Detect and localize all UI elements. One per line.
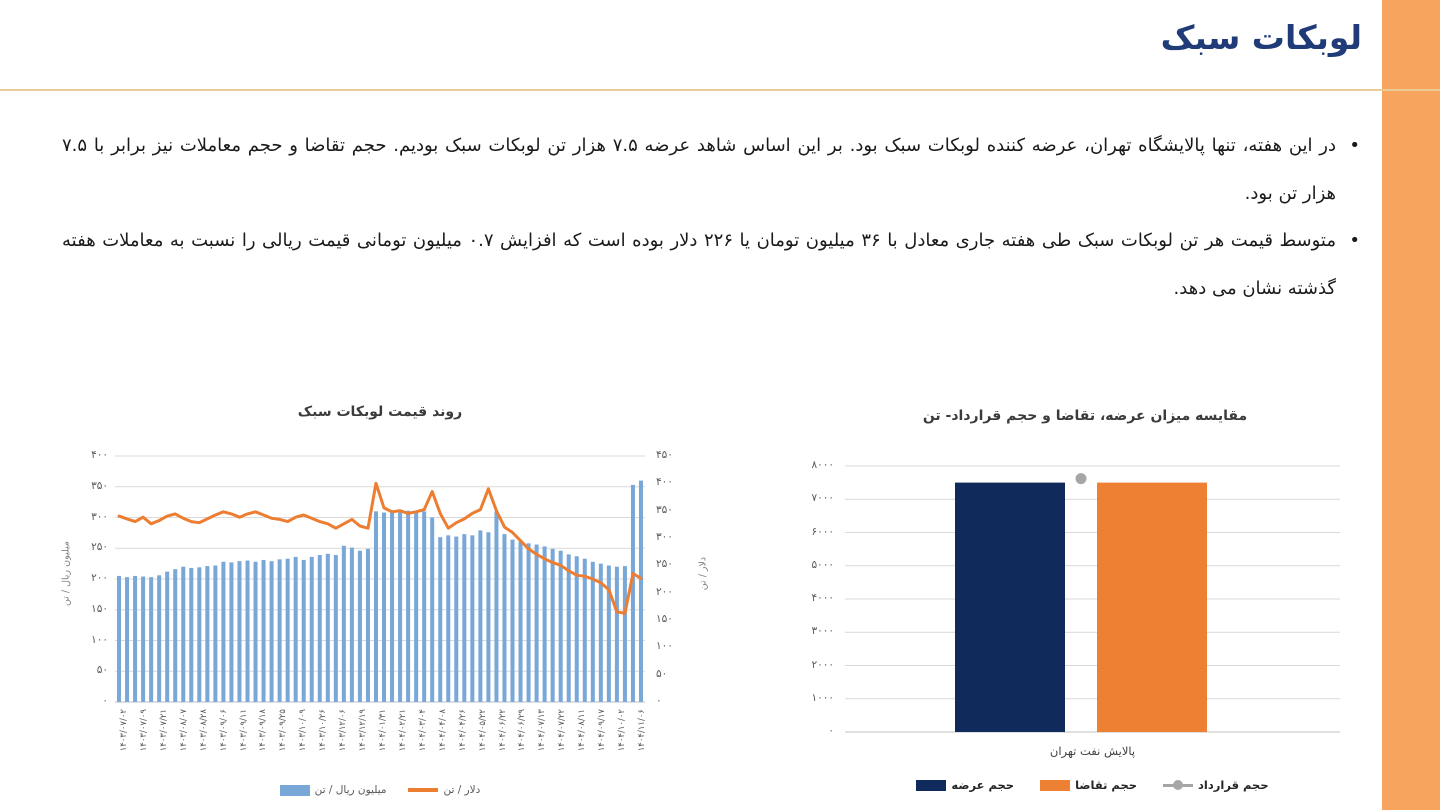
x-date-label: ۱۴۰۴/۰۷/۱۳ (537, 709, 548, 752)
x-date-label: ۱۴۰۳/۰۷/۲۱ (158, 709, 169, 752)
legend-label: حجم قرارداد (1198, 778, 1269, 792)
bullet-marker: • (1349, 135, 1360, 156)
x-date-label: ۱۴۰۳/۰۹/۱۸ (258, 709, 269, 752)
category-label: پالایش نفت تهران (1049, 744, 1136, 758)
x-date-label: ۱۴۰۴/۰۶/۲۹ (517, 709, 528, 752)
x-date-label: ۱۴۰۳/۰۸/۰۷ (178, 709, 189, 752)
page-title: لوبکات سبک (1160, 18, 1362, 57)
y-left-tick: ۳۰۰ (91, 510, 108, 523)
y-right-tick: ۵۰ (656, 667, 668, 680)
y-axis-tick: ۶۰۰۰ (811, 525, 834, 538)
x-date-label: ۱۴۰۳/۱۲/۱۹ (358, 709, 369, 752)
y-left-tick: ۴۰۰ (91, 449, 108, 461)
y-axis-title-left: میلیون ریال / تن (60, 541, 72, 607)
y-right-tick: ۳۵۰ (656, 503, 673, 516)
y-right-tick: ۰ (656, 695, 662, 707)
x-axis-date-labels: ۱۴۰۳/۰۷/۰۲ ۱۴۰۳/۰۷/۰۹ ۱۴۰۳/۰۷/۲۱ ۱۴۰۳/۰۸/۰۷… (115, 706, 647, 790)
y-axis-tick: ۴۰۰۰ (811, 592, 834, 604)
y-axis-title-right: دلار / تن (697, 556, 709, 591)
x-date-label: ۱۴۰۴/۰۱/۳۱ (378, 709, 388, 752)
y-right-tick: ۴۰۰ (656, 476, 673, 489)
x-date-label: ۱۴۰۳/۰۹/۲۵ (278, 709, 289, 752)
supply-demand-chart: مقایسه میزان عرضه، تقاضا و حجم قرارداد- … (788, 396, 1360, 810)
legend-item: میلیون ریال / تن (279, 784, 387, 796)
bullet-item: • متوسط قیمت هر تن لوبکات سبک طی هفته جا… (62, 217, 1362, 312)
y-right-tick: ۴۵۰ (656, 449, 673, 461)
right-accent-bar (1382, 0, 1440, 810)
x-date-label: ۱۴۰۴/۰۸/۱۱ (577, 709, 588, 752)
legend-item: حجم عرضه (916, 778, 1014, 792)
y-axis-tick: ۰ (828, 725, 834, 737)
x-date-label: ۱۴۰۴/۰۶/۲۲ (497, 709, 508, 752)
y-left-tick: ۲۵۰ (91, 541, 108, 554)
x-date-label: ۱۴۰۴/۰۴/۲۶ (457, 709, 468, 752)
supply-demand-title: مقایسه میزان عرضه، تقاضا و حجم قرارداد- … (922, 408, 1248, 424)
legend-label: میلیون ریال / تن (314, 784, 387, 796)
x-date-label: ۱۴۰۳/۰۹/۱۱ (238, 709, 249, 752)
x-date-label: ۱۴۰۴/۰۲/۲۱ (397, 709, 408, 752)
supply-demand-legend: حجم عرضه حجم تقاضا حجم قرارداد (845, 778, 1340, 792)
x-date-label: ۱۴۰۴/۰۴/۰۸ (437, 709, 448, 752)
price-trend-chart: روند قیمت لوبکات سبک ۴۰۰ ۳۵۰ ۳۰۰ ۲۵۰ ۲۰۰ ۱۵۰ ۱… (58, 396, 748, 810)
legend-bar-swatch (1040, 779, 1071, 791)
x-date-label: ۱۴۰۴/۱۰/۰۲ (617, 709, 628, 752)
supply-demand-plot (845, 465, 1340, 733)
legend-label: حجم تقاضا (1075, 778, 1138, 792)
legend-item: حجم قرارداد (1163, 778, 1269, 792)
bullet-item: • در این هفته، تنها پالایشگاه تهران، عرض… (62, 122, 1362, 217)
x-date-label: ۱۴۰۴/۰۹/۱۷ (597, 709, 608, 752)
legend-marker-swatch (1163, 780, 1194, 790)
y-axis-tick: ۷۰۰۰ (811, 492, 834, 505)
x-date-label: ۱۴۰۳/۰۸/۲۸ (198, 709, 209, 752)
bullet-text: در این هفته، تنها پالایشگاه تهران، عرضه … (62, 135, 1336, 204)
x-date-label: ۱۴۰۳/۱۲/۰۶ (338, 709, 349, 752)
legend-line-swatch (408, 788, 439, 792)
x-date-label: ۱۴۰۴/۰۳/۰۴ (417, 709, 428, 752)
legend-label: حجم عرضه (951, 778, 1015, 792)
y-axis-tick: ۱۰۰۰ (811, 691, 834, 704)
price-trend-title: روند قیمت لوبکات سبک (297, 404, 463, 420)
price-trend-plot (115, 455, 645, 703)
y-left-tick: ۰ (102, 695, 108, 707)
y-right-tick: ۲۵۰ (656, 558, 673, 571)
y-left-tick: ۲۰۰ (91, 572, 108, 584)
header-underline (0, 89, 1440, 91)
bullet-list: • در این هفته، تنها پالایشگاه تهران، عرض… (62, 122, 1362, 312)
y-left-tick: ۱۵۰ (91, 602, 108, 615)
x-date-label: ۱۴۰۴/۱۱/۰۶ (637, 709, 647, 752)
legend-item: حجم تقاضا (1040, 778, 1137, 792)
legend-label: دلار / تن (443, 784, 481, 796)
y-right-tick: ۳۰۰ (656, 531, 673, 543)
y-right-tick: ۲۰۰ (656, 585, 673, 598)
x-date-label: ۱۴۰۳/۱۰/۰۹ (298, 709, 309, 752)
y-axis-tick: ۳۰۰۰ (811, 625, 834, 638)
bullet-text: متوسط قیمت هر تن لوبکات سبک طی هفته جاری… (62, 230, 1337, 299)
x-date-label: ۱۴۰۳/۰۷/۰۲ (119, 709, 129, 752)
x-date-label: ۱۴۰۴/۰۷/۲۲ (557, 709, 568, 752)
price-trend-legend: میلیون ریال / تن دلار / تن (115, 784, 645, 796)
x-date-label: ۱۴۰۳/۰۹/۰۶ (218, 709, 229, 752)
y-right-tick: ۱۰۰ (656, 640, 673, 653)
y-left-tick: ۵۰ (96, 664, 108, 677)
y-left-tick: ۳۵۰ (91, 479, 108, 492)
x-date-label: ۱۴۰۴/۰۵/۲۲ (477, 709, 488, 752)
y-axis-tick: ۸۰۰۰ (811, 459, 834, 471)
x-date-label: ۱۴۰۳/۱۰/۲۶ (318, 709, 329, 752)
legend-bar-swatch (279, 784, 310, 796)
legend-item: دلار / تن (408, 784, 480, 796)
y-axis-tick: ۵۰۰۰ (811, 558, 834, 571)
legend-bar-swatch (916, 779, 947, 791)
bullet-marker: • (1349, 230, 1360, 252)
y-right-tick: ۱۵۰ (656, 613, 673, 625)
y-axis-tick: ۲۰۰۰ (811, 658, 834, 671)
x-date-label: ۱۴۰۳/۰۷/۰۹ (138, 709, 149, 752)
y-left-tick: ۱۰۰ (91, 633, 108, 646)
